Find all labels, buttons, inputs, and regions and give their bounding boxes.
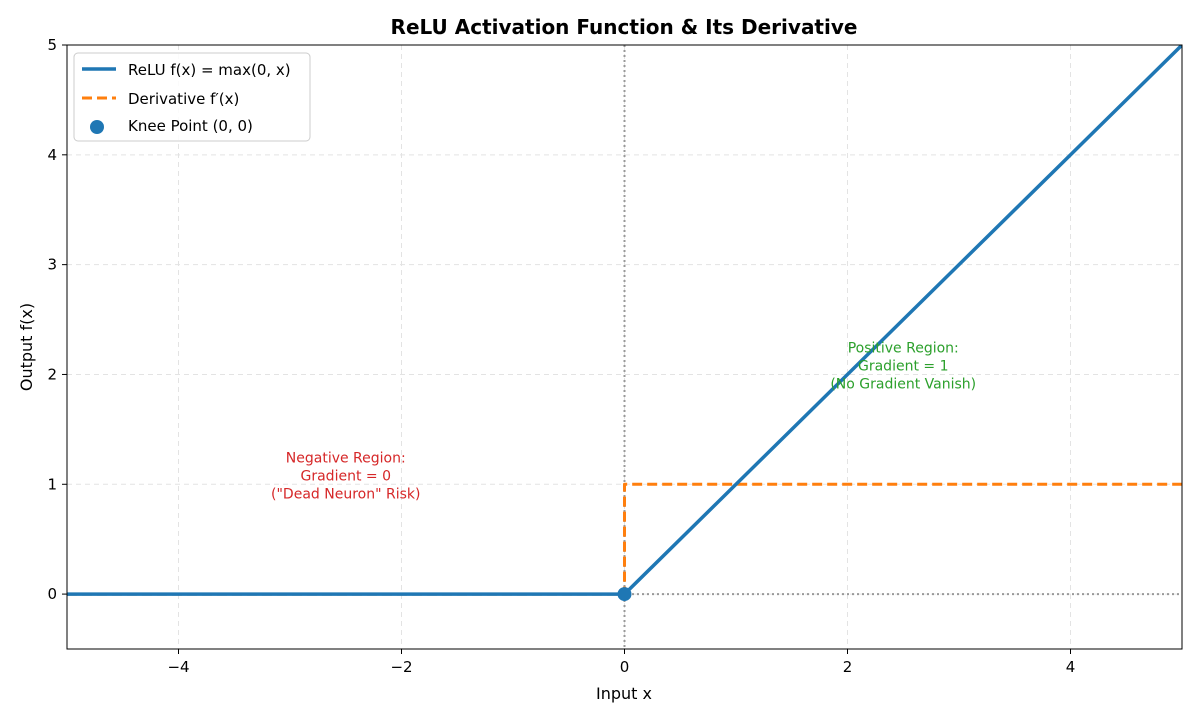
x-tick-label: 2 bbox=[843, 658, 853, 676]
x-tick-label: 4 bbox=[1066, 658, 1076, 676]
x-ticks: −4 −2 0 2 4 bbox=[167, 649, 1075, 676]
annotation-layer: Negative Region: Gradient = 0 ("Dead Neuro… bbox=[271, 340, 976, 502]
annotation-line: Positive Region: bbox=[848, 340, 959, 356]
y-tick-label: 0 bbox=[47, 585, 57, 603]
annotation-positive-region: Positive Region: Gradient = 1 (No Gradient… bbox=[830, 340, 976, 392]
y-tick-label: 4 bbox=[47, 146, 57, 164]
y-tick-label: 3 bbox=[47, 256, 57, 274]
annotation-line: Gradient = 0 bbox=[301, 468, 391, 484]
legend-label-relu: ReLU f(x) = max(0, x) bbox=[128, 61, 291, 79]
y-axis-label: Output f(x) bbox=[17, 303, 36, 391]
x-tick-label: −4 bbox=[167, 658, 189, 676]
x-tick-label: −2 bbox=[390, 658, 412, 676]
annotation-line: Gradient = 1 bbox=[858, 358, 948, 374]
annotation-negative-region: Negative Region: Gradient = 0 ("Dead Neuro… bbox=[271, 450, 420, 502]
legend-box bbox=[73, 52, 311, 142]
y-tick-label: 5 bbox=[47, 36, 57, 54]
legend-label-knee-point: Knee Point (0, 0) bbox=[128, 117, 253, 135]
legend-swatch-knee-point bbox=[90, 120, 104, 134]
annotation-line: (No Gradient Vanish) bbox=[830, 376, 976, 392]
series-line-derivative bbox=[67, 482, 1182, 596]
x-tick-label: 0 bbox=[620, 658, 630, 676]
point-layer bbox=[617, 587, 632, 602]
y-tick-label: 1 bbox=[47, 475, 57, 493]
legend: ReLU f(x) = max(0, x) Derivative f′(x) K… bbox=[73, 52, 311, 142]
y-ticks: 0 1 2 3 4 5 bbox=[47, 36, 67, 603]
y-tick-label: 2 bbox=[47, 365, 57, 383]
annotation-line: ("Dead Neuron" Risk) bbox=[271, 486, 420, 502]
legend-label-derivative: Derivative f′(x) bbox=[128, 90, 239, 108]
x-axis-label: Input x bbox=[596, 684, 652, 703]
knee-point-marker bbox=[617, 587, 632, 602]
annotation-line: Negative Region: bbox=[286, 450, 406, 466]
chart-title: ReLU Activation Function & Its Derivativ… bbox=[391, 15, 858, 39]
